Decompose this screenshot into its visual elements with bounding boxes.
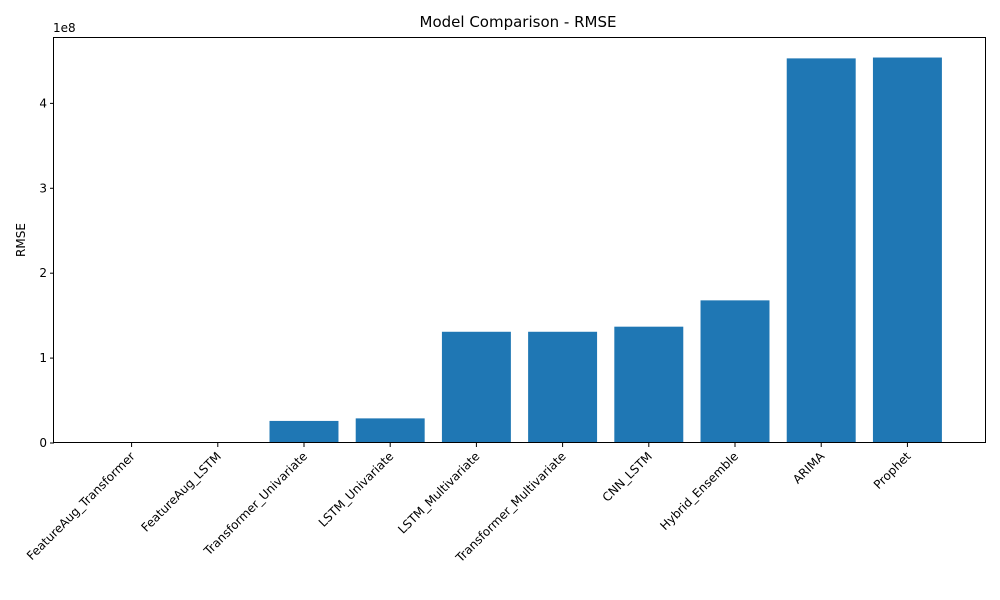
x-tick-label: LSTM_Univariate xyxy=(316,449,397,530)
y-axis-offset-label: 1e8 xyxy=(53,21,76,35)
y-tick-label: 1 xyxy=(39,351,47,365)
y-tick-label: 0 xyxy=(39,436,47,450)
y-tick-label: 2 xyxy=(39,266,47,280)
bar-transformer-univariate xyxy=(269,420,339,443)
bar-arima xyxy=(786,58,856,443)
x-tick-label: CNN_LSTM xyxy=(600,449,655,504)
x-tick-label: ARIMA xyxy=(790,449,828,487)
chart-title: Model Comparison - RMSE xyxy=(420,13,617,31)
x-axis-ticks: FeatureAug_Transformer FeatureAug_LSTMTra… xyxy=(24,443,914,566)
plot-frame xyxy=(53,37,986,443)
bar-lstm-univariate xyxy=(355,418,425,443)
x-tick-label: FeatureAug_LSTM xyxy=(139,449,224,534)
y-tick-label: 3 xyxy=(39,181,47,195)
bar-prophet xyxy=(872,57,942,443)
y-axis-label: RMSE xyxy=(14,223,28,257)
x-tick-label: LSTM_Multivariate xyxy=(395,449,482,536)
x-tick-label: Prophet xyxy=(871,449,914,492)
bars-group xyxy=(269,57,942,443)
bar-transformer-multivariate xyxy=(528,331,598,443)
y-axis-ticks: 0 1 2 3 4 xyxy=(39,96,54,450)
bar-lstm-multivariate xyxy=(441,331,511,443)
x-tick-label: Hybrid_Ensemble xyxy=(657,449,741,533)
bar-hybrid-ensemble xyxy=(700,300,770,443)
y-tick-label: 4 xyxy=(39,96,47,110)
x-tick-label: FeatureAug_Transformer xyxy=(24,449,138,563)
bar-cnn-lstm xyxy=(614,326,684,443)
